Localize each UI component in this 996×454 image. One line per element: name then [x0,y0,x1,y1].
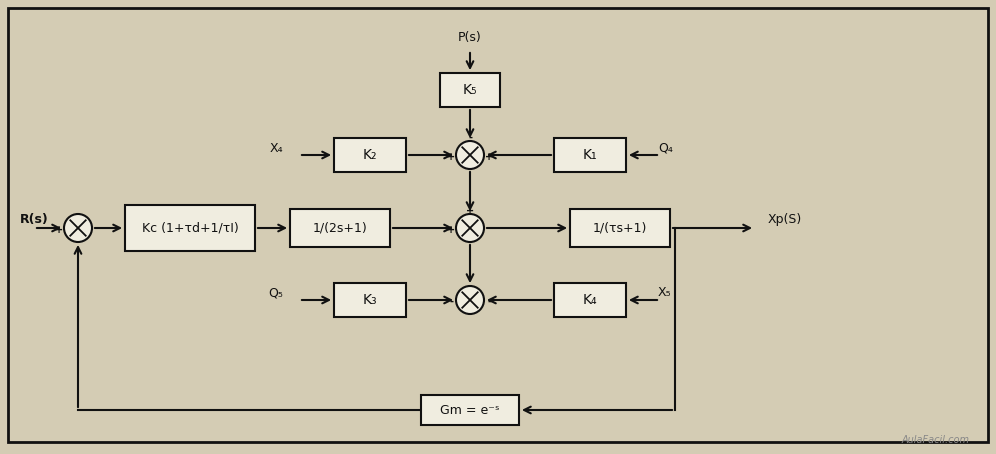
Text: +: + [466,206,474,216]
Bar [440,73,500,107]
Text: -: - [449,297,453,307]
Bar [334,138,406,172]
Text: Xp(S): Xp(S) [768,213,802,227]
Circle shape [64,214,92,242]
Bar [554,283,626,317]
Circle shape [456,214,484,242]
Text: +: + [447,152,455,162]
Text: 1/(τs+1): 1/(τs+1) [593,222,647,235]
Circle shape [456,141,484,169]
Text: 1/(2s+1): 1/(2s+1) [313,222,368,235]
Bar [570,209,670,247]
Text: Gm = e⁻ˢ: Gm = e⁻ˢ [440,404,500,416]
Text: X₅: X₅ [658,286,671,300]
Text: Q₅: Q₅ [268,286,283,300]
Text: -: - [468,133,472,143]
Text: AulaFacil.com: AulaFacil.com [902,435,970,445]
Bar [554,138,626,172]
Text: Q₄: Q₄ [658,142,673,154]
Circle shape [456,286,484,314]
Text: K₁: K₁ [583,148,598,162]
Text: K₃: K₃ [363,293,377,307]
Text: K₄: K₄ [583,293,598,307]
Text: Kc (1+τd+1/τI): Kc (1+τd+1/τI) [141,222,238,235]
Bar [334,283,406,317]
Bar [125,205,255,251]
Text: +: + [447,225,455,235]
Bar [421,395,519,425]
Text: +: + [485,152,493,162]
Text: -: - [487,297,491,307]
Text: +: + [55,225,63,235]
Text: P(s): P(s) [458,31,482,44]
Text: K₂: K₂ [363,148,377,162]
Text: X₄: X₄ [269,142,283,154]
Bar [290,209,390,247]
Text: K₅: K₅ [463,83,477,97]
Text: R(s): R(s) [20,213,49,227]
